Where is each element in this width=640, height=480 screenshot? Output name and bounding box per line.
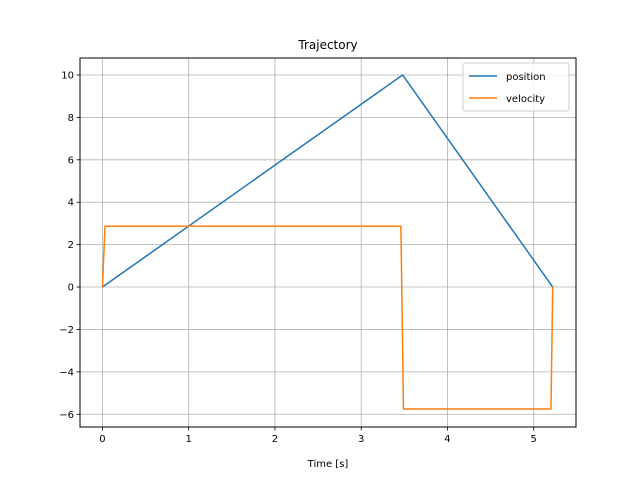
- y-tick-label: 0: [68, 283, 74, 294]
- y-tick-label: −4: [59, 367, 74, 378]
- series-line-position: [101, 74, 554, 288]
- y-tick-label: 4: [68, 198, 74, 209]
- x-tick-label: 1: [186, 434, 192, 445]
- series-line-velocity: [101, 225, 554, 410]
- plot-frame: [79, 57, 577, 428]
- legend: position velocity: [462, 62, 570, 112]
- x-tick-label: 0: [99, 434, 105, 445]
- y-tick-label: −6: [59, 410, 74, 421]
- y-tick-label: 6: [68, 155, 74, 166]
- series-lines: [101, 74, 554, 410]
- x-axis-label: Time [s]: [307, 459, 349, 470]
- y-tick-label: 2: [68, 240, 74, 251]
- y-tick-label: −2: [59, 325, 74, 336]
- legend-label-position: position: [506, 72, 546, 83]
- legend-label-velocity: velocity: [506, 94, 545, 105]
- grid-lines: [80, 58, 576, 427]
- x-tick-label: 5: [531, 434, 537, 445]
- legend-box: [462, 62, 570, 112]
- x-tick-label: 2: [272, 434, 278, 445]
- x-tick-label: 4: [444, 434, 450, 445]
- chart-title: Trajectory: [297, 38, 357, 52]
- y-tick-label: 8: [68, 113, 74, 124]
- x-tick-label: 3: [358, 434, 364, 445]
- axis-ticks: 0 1 2 3 4 5 −6 −4 −2 0 2 4 6 8 10: [59, 70, 537, 445]
- y-tick-label: 10: [61, 70, 74, 81]
